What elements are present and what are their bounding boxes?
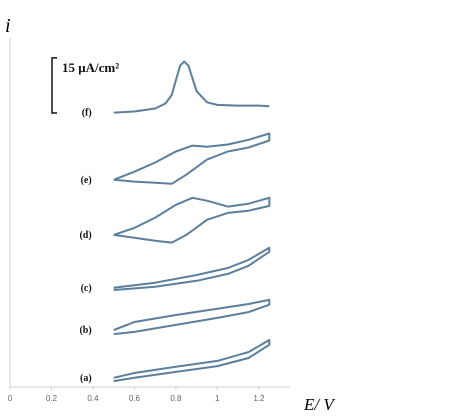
curve <box>113 132 271 185</box>
curve <box>113 196 271 244</box>
x-axis-label: E/ V <box>303 395 336 414</box>
curve <box>113 246 271 291</box>
x-tick-label: 1 <box>215 394 220 403</box>
curve <box>113 339 271 383</box>
x-tick-label: 0.6 <box>129 394 141 403</box>
series-label: (d) <box>79 230 91 241</box>
series-label: (b) <box>79 325 91 336</box>
series-label: (e) <box>81 175 92 186</box>
x-tick-label: 0.2 <box>46 394 58 403</box>
series-label: (c) <box>81 283 92 294</box>
scale-bar-label: 15 μA/cm² <box>62 60 119 75</box>
x-tick-label: 1.2 <box>253 394 265 403</box>
x-tick-label: 0 <box>8 394 13 403</box>
curve <box>113 60 270 114</box>
curve <box>113 298 271 336</box>
series-label: (a) <box>80 373 92 384</box>
x-tick-label: 0.4 <box>87 394 99 403</box>
series-label: (f) <box>82 108 92 119</box>
y-axis-label: i <box>5 15 11 37</box>
x-tick-label: 0.8 <box>170 394 182 403</box>
scale-bar <box>51 57 57 114</box>
